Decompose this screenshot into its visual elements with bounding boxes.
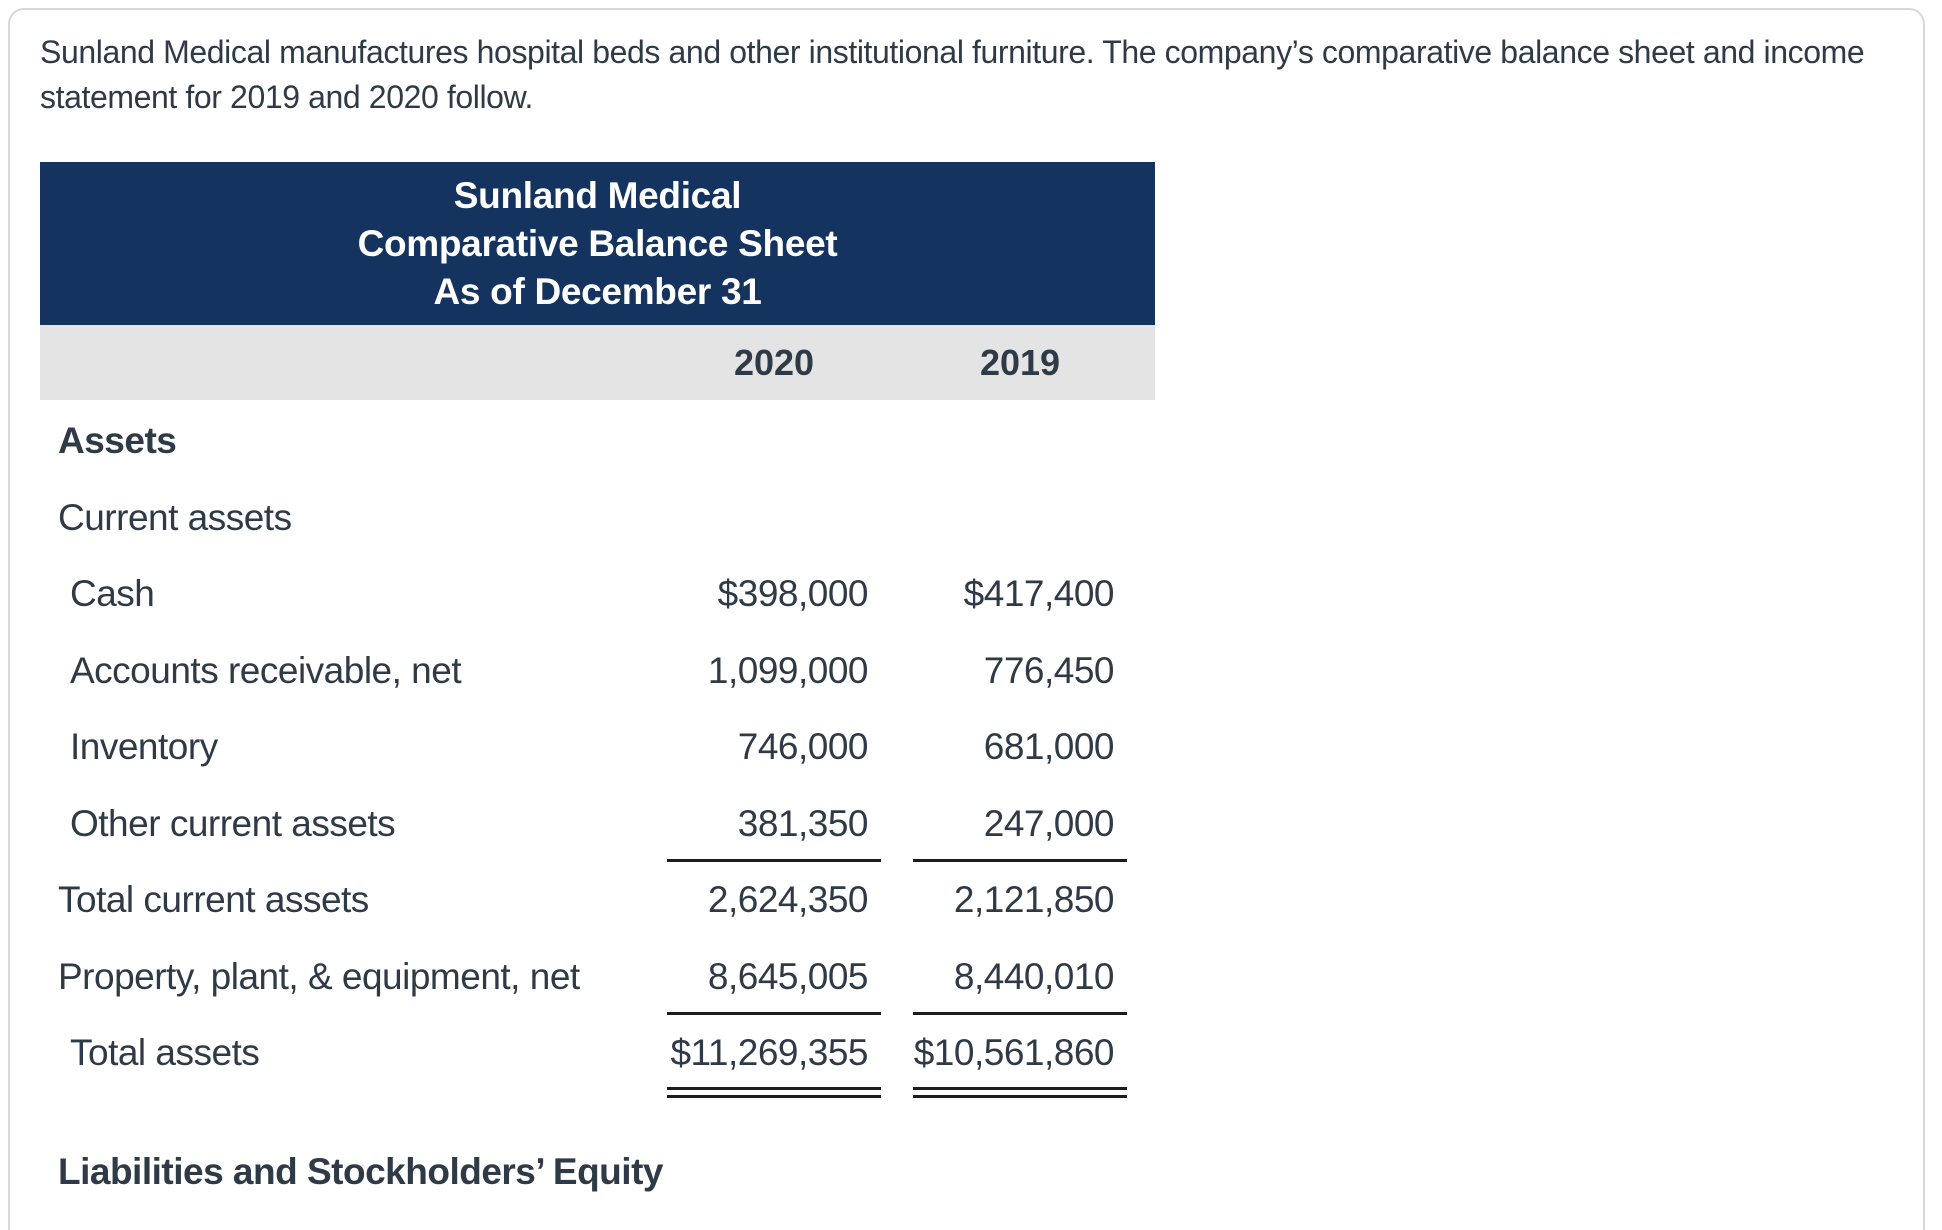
single-underline-2019-col [913,1012,1127,1015]
year-column-header-band: 2020 2019 [40,325,1155,400]
row-label: Current assets [58,496,292,538]
value-2020: $398,000 [717,573,869,615]
row-label: Assets [58,420,177,462]
statement-date: As of December 31 [433,270,762,312]
row-label: Cash [70,573,155,615]
value-2020: 746,000 [737,726,869,768]
intro-paragraph: Sunland Medical manufactures hospital be… [40,30,1865,120]
value-2020: 1,099,000 [707,649,869,691]
intro-line-1: Sunland Medical manufactures hospital be… [40,34,1865,70]
intro-line-2: statement for 2019 and 2020 follow. [40,79,534,115]
company-name: Sunland Medical [453,174,742,216]
row-label: Total assets [70,1032,260,1074]
double-underline-2020-col [667,1087,881,1098]
row-label: Other current assets [70,802,396,844]
row-label: Property, plant, & equipment, net [58,955,580,997]
row-accounts-receivable: Accounts receivable, net 1,099,000 776,4… [0,633,1942,710]
column-header-2019: 2019 [979,342,1061,383]
value-2019: 8,440,010 [953,955,1115,997]
row-property-plant-equipment: Property, plant, & equipment, net 8,645,… [0,939,1942,1016]
value-2019: $10,561,860 [913,1032,1115,1074]
row-label: Inventory [70,726,218,768]
value-2020: 2,624,350 [707,879,869,921]
row-assets-heading: Assets [0,403,1942,480]
row-cash: Cash $398,000 $417,400 [0,556,1942,633]
column-header-2020: 2020 [733,342,815,383]
liabilities-equity-heading: Liabilities and Stockholders’ Equity [58,1151,663,1192]
single-underline-2020-col [667,1012,881,1015]
value-2020: 381,350 [737,802,869,844]
single-underline-2019-col [913,859,1127,862]
value-2019: 681,000 [983,726,1115,768]
balance-sheet-rows: Assets Current assets Cash $398,000 $417… [0,403,1942,1092]
row-label: Accounts receivable, net [70,649,462,691]
row-total-assets: Total assets $11,269,355 $10,561,860 [0,1015,1942,1092]
row-label: Total current assets [58,879,369,921]
value-2020: $11,269,355 [670,1032,868,1074]
value-2019: 2,121,850 [953,879,1115,921]
statement-name: Comparative Balance Sheet [357,222,838,264]
single-underline-2020-col [667,859,881,862]
value-2020: 8,645,005 [707,955,869,997]
value-2019: 776,450 [983,649,1115,691]
row-other-current-assets: Other current assets 381,350 247,000 [0,786,1942,863]
value-2019: $417,400 [963,573,1115,615]
row-inventory: Inventory 746,000 681,000 [0,709,1942,786]
row-current-assets-heading: Current assets [0,480,1942,557]
balance-sheet-title-block: Sunland Medical Comparative Balance Shee… [40,162,1155,325]
row-total-current-assets: Total current assets 2,624,350 2,121,850 [0,862,1942,939]
double-underline-2019-col [913,1087,1127,1098]
value-2019: 247,000 [983,802,1115,844]
